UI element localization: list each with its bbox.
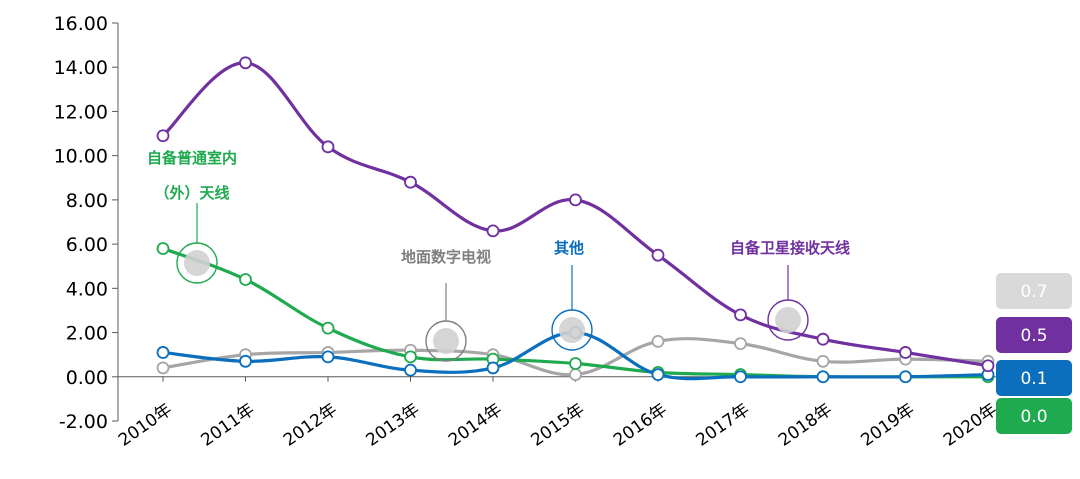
data-point: [486, 224, 500, 238]
data-point: [321, 321, 335, 335]
data-point: [239, 273, 252, 286]
data-point: [651, 334, 665, 348]
callout-dot: [184, 250, 210, 276]
data-point: [321, 350, 335, 364]
y-tick-label: 16.00: [54, 13, 108, 35]
y-tick-label: 4.00: [66, 278, 108, 300]
data-point: [651, 248, 665, 262]
annotation-text: （外）天线: [154, 184, 229, 202]
x-tick-label: 2011年: [198, 400, 259, 451]
y-tick-label: 0.00: [66, 367, 108, 389]
data-point: [816, 354, 830, 368]
x-axis-ticks: 2010年 2011年 2012年 2013年 2014年 2015年 2016年 2017年…: [115, 376, 1001, 451]
y-tick-label: 10.00: [54, 146, 108, 168]
data-point: [156, 346, 170, 359]
end-label: 0.0: [996, 398, 1072, 434]
end-label-text: 0.1: [1020, 369, 1047, 389]
data-point: [899, 370, 912, 384]
annotation-text: 其他: [554, 239, 584, 257]
data-point: [404, 363, 417, 377]
end-label-box: [996, 398, 1072, 434]
data-point: [734, 370, 747, 384]
y-tick-label: 2.00: [66, 323, 108, 345]
callout-ring: [176, 242, 218, 284]
x-tick-label: 2010年: [115, 400, 176, 451]
callout-ring: [767, 299, 809, 341]
annotation-indoor-outdoor-antenna: 自备普通室内 （外）天线: [147, 149, 237, 284]
end-label: 0.7: [996, 273, 1072, 309]
x-tick-label: 2014年: [445, 400, 506, 451]
data-point: [899, 346, 912, 359]
data-point: [981, 359, 995, 373]
annotation-satellite-antenna: 自备卫星接收天线: [730, 239, 850, 341]
data-point: [486, 361, 500, 375]
chart-series: [156, 56, 995, 384]
x-tick-label: 2012年: [280, 400, 341, 451]
end-label-box: [996, 360, 1072, 396]
data-point: [569, 368, 582, 381]
data-point: [651, 368, 665, 381]
data-point: [156, 242, 170, 255]
annotation-text: 自备普通室内: [147, 149, 237, 167]
y-tick-label: 12.00: [54, 101, 108, 123]
end-label: 0.1: [996, 360, 1072, 396]
data-point: [239, 56, 252, 70]
annotation-text: 自备卫星接收天线: [730, 239, 850, 257]
x-tick-label: 2020年: [940, 400, 1001, 451]
x-tick-label: 2017年: [693, 400, 754, 451]
x-tick-label: 2018年: [775, 400, 836, 451]
end-label-box: [996, 317, 1072, 353]
y-axis-ticks: 16.00 14.00 12.00 10.00 8.00 6.00 4.00 2.00 0.00…: [54, 13, 118, 433]
data-point: [734, 337, 747, 351]
callout-ring: [425, 320, 467, 362]
y-tick-label: 6.00: [66, 234, 108, 256]
callout-dot: [559, 317, 585, 343]
y-tick-label: -2.00: [59, 411, 108, 433]
data-point: [404, 350, 417, 364]
data-point: [321, 140, 335, 154]
data-point: [734, 308, 747, 322]
end-label-box: [996, 273, 1072, 309]
end-label: 0.5: [996, 317, 1072, 353]
annotation-digital-terrestrial-tv: 地面数字电视: [401, 248, 491, 362]
data-point: [239, 354, 252, 368]
annotation-text: 地面数字电视: [401, 248, 491, 266]
data-point: [404, 175, 417, 189]
x-tick-label: 2016年: [610, 400, 671, 451]
x-tick-label: 2015年: [528, 400, 589, 451]
callout-dot: [433, 328, 459, 354]
annotation-other: 其他: [551, 239, 593, 351]
callout-dot: [775, 307, 801, 333]
series-line: [161, 61, 990, 368]
data-point: [816, 332, 830, 346]
end-label-text: 0.0: [1020, 407, 1047, 427]
data-point: [569, 357, 582, 370]
x-tick-label: 2013年: [363, 400, 424, 451]
y-tick-label: 14.00: [54, 57, 108, 79]
data-point: [569, 193, 582, 207]
data-point: [156, 361, 170, 375]
end-label-text: 0.7: [1020, 282, 1047, 302]
callout-ring: [551, 309, 593, 351]
series-satellite-antenna: [156, 56, 995, 373]
end-label-text: 0.5: [1020, 326, 1047, 346]
data-point: [156, 129, 170, 143]
data-point: [816, 370, 830, 384]
end-value-labels: 0.7 0.5 0.1 0.0: [996, 273, 1072, 434]
y-tick-label: 8.00: [66, 190, 108, 212]
x-tick-label: 2019年: [858, 400, 919, 451]
